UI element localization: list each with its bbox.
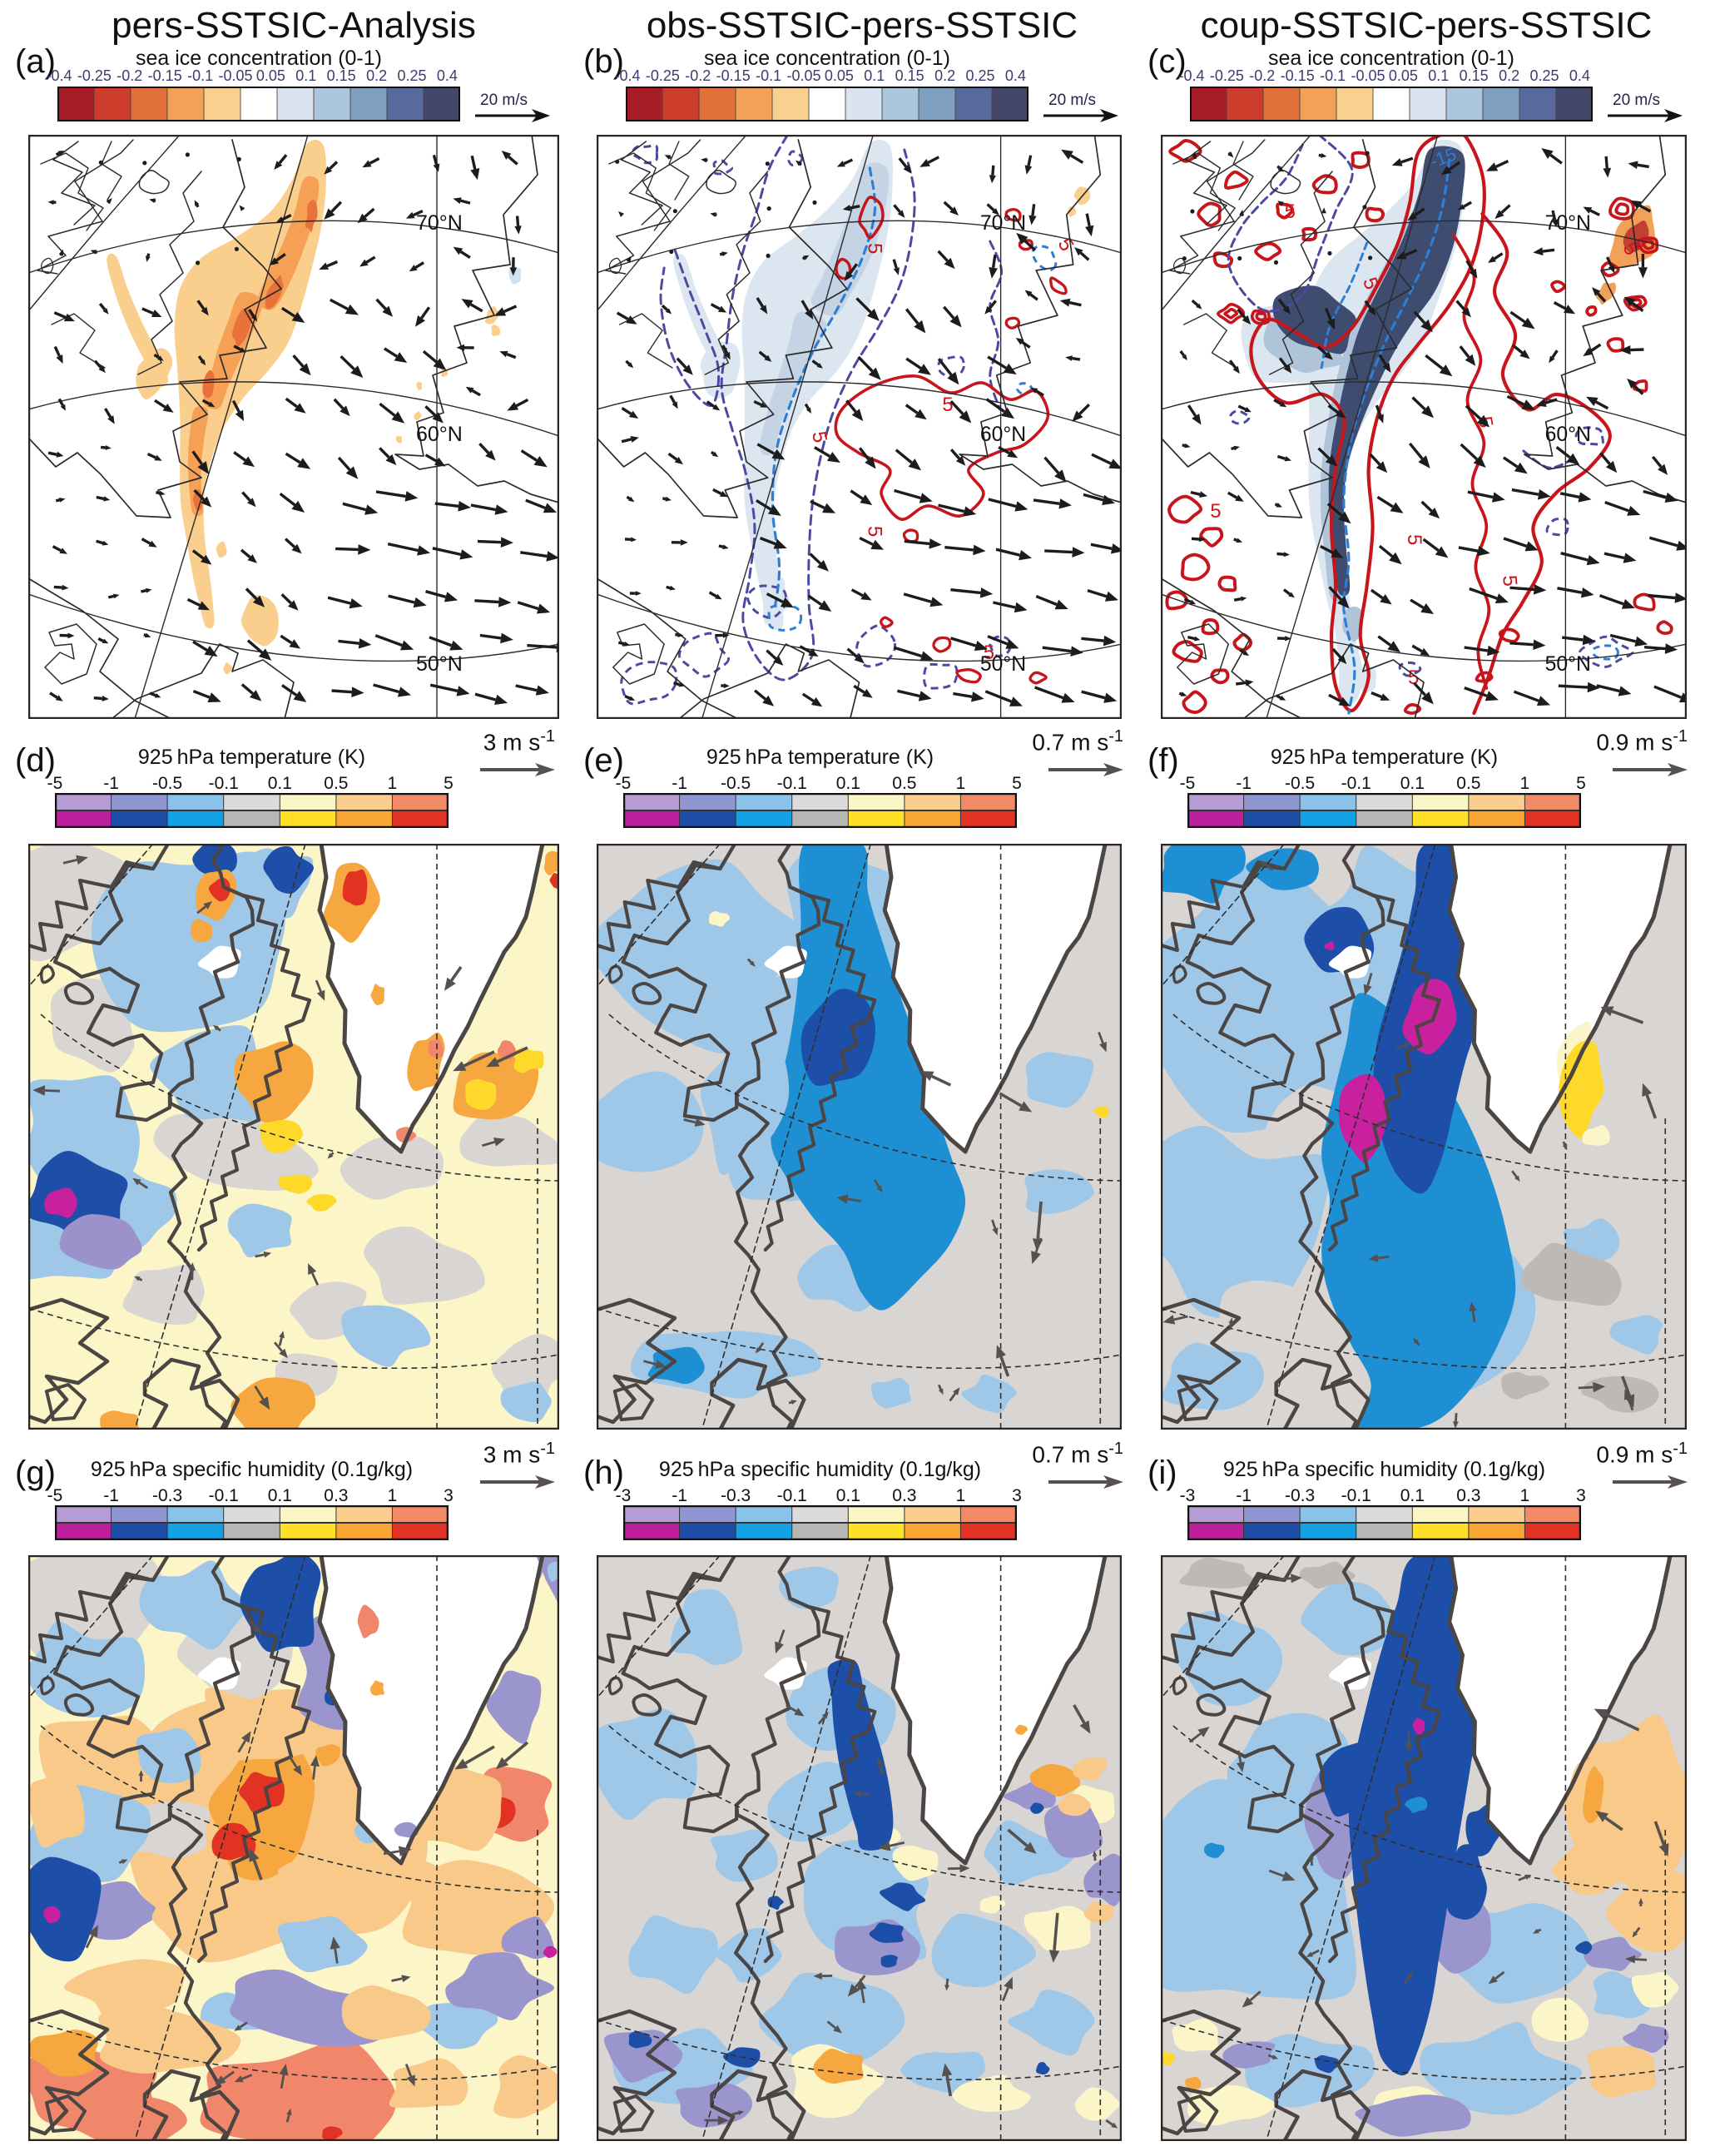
svg-text:5: 5	[863, 526, 885, 537]
svg-text:5: 5	[942, 394, 953, 416]
svg-text:50°N: 50°N	[416, 652, 463, 676]
svg-text:5: 5	[984, 642, 994, 664]
svg-text:5: 5	[1498, 574, 1521, 587]
svg-text:5: 5	[863, 243, 885, 254]
svg-text:50°N: 50°N	[980, 652, 1026, 676]
svg-text:60°N: 60°N	[1545, 423, 1591, 446]
svg-text:5: 5	[1285, 201, 1296, 223]
svg-text:60°N: 60°N	[416, 423, 463, 446]
svg-text:70°N: 70°N	[980, 211, 1026, 235]
svg-text:5: 5	[1210, 500, 1221, 523]
svg-text:60°N: 60°N	[980, 423, 1026, 446]
svg-text:70°N: 70°N	[416, 211, 463, 235]
svg-text:5: 5	[1403, 534, 1425, 545]
svg-text:5: 5	[807, 429, 831, 444]
svg-text:50°N: 50°N	[1545, 652, 1591, 676]
svg-text:70°N: 70°N	[1545, 211, 1591, 235]
